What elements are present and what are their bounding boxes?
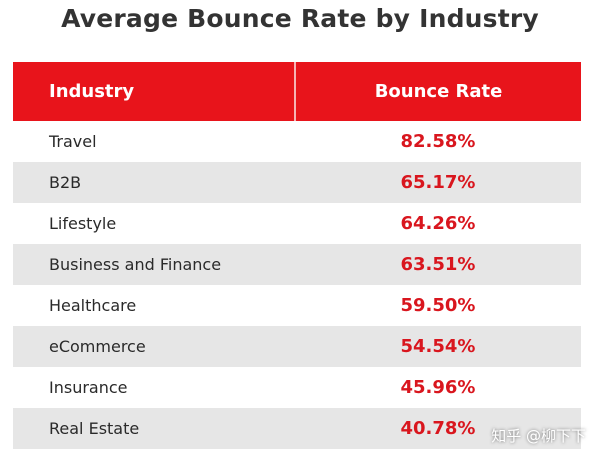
bounce-rate-table: Industry Bounce Rate Travel 82.58% B2B 6… [13, 62, 581, 449]
table-row: Real Estate 40.78% [13, 408, 581, 449]
table-row: Business and Finance 63.51% [13, 244, 581, 285]
bounce-rate-cell: 54.54% [400, 336, 476, 357]
industry-cell: Lifestyle [49, 214, 117, 233]
table-row: Healthcare 59.50% [13, 285, 581, 326]
bounce-rate-cell: 40.78% [400, 418, 476, 439]
table-row: Insurance 45.96% [13, 367, 581, 408]
table-header-row: Industry Bounce Rate [13, 62, 581, 121]
industry-cell: eCommerce [49, 337, 146, 356]
industry-cell: Real Estate [49, 419, 140, 438]
watermark: 知乎 @柳下下 [491, 427, 586, 445]
industry-cell: Healthcare [49, 296, 137, 315]
header-industry: Industry [49, 81, 135, 102]
chart-title: Average Bounce Rate by Industry [61, 4, 539, 33]
bounce-rate-cell: 64.26% [400, 213, 476, 234]
table-row: Lifestyle 64.26% [13, 203, 581, 244]
table-row: eCommerce 54.54% [13, 326, 581, 367]
table-row: Travel 82.58% [13, 121, 581, 162]
bounce-rate-cell: 45.96% [400, 377, 476, 398]
industry-cell: B2B [49, 173, 82, 192]
bounce-rate-cell: 63.51% [400, 254, 476, 275]
table-row: B2B 65.17% [13, 162, 581, 203]
bounce-rate-cell: 82.58% [400, 131, 476, 152]
industry-cell: Business and Finance [49, 255, 222, 274]
industry-cell: Travel [49, 132, 97, 151]
bounce-rate-cell: 65.17% [400, 172, 476, 193]
header-bounce-rate: Bounce Rate [294, 62, 581, 121]
industry-cell: Insurance [49, 378, 128, 397]
bounce-rate-cell: 59.50% [400, 295, 476, 316]
